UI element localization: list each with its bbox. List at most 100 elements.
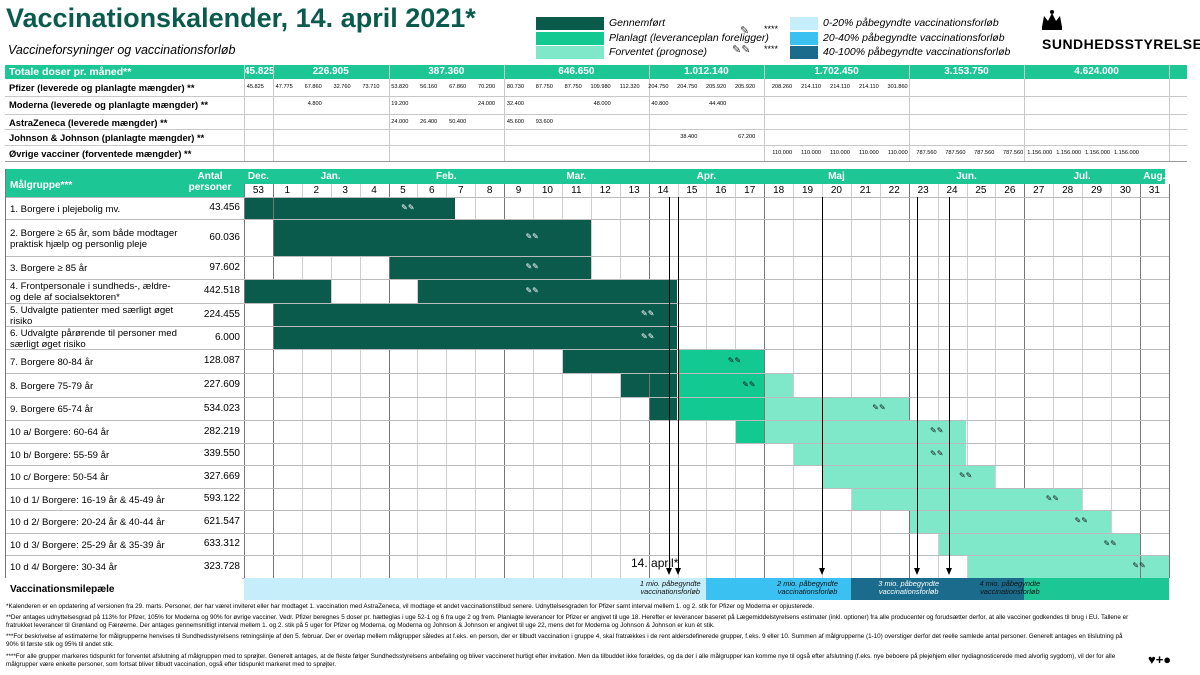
gantt-bar-done bbox=[245, 198, 273, 219]
arrow-head bbox=[914, 568, 921, 575]
grid-row-line bbox=[5, 420, 1169, 421]
week-label: 3 bbox=[342, 185, 348, 196]
syringe-icon: ✎✎ bbox=[641, 332, 655, 341]
syringe-icon: ✎✎ bbox=[401, 202, 415, 212]
syringe-icon: ✎✎ bbox=[1132, 561, 1146, 570]
legend-swatch-forecast bbox=[536, 46, 604, 59]
group-name-text: 10 d 2/ Borgere: 20-24 år & 40-44 år bbox=[10, 517, 165, 528]
supply-cell: 67.860 bbox=[304, 84, 322, 90]
legend-swatch-done bbox=[536, 17, 604, 30]
total-value: 387.360 bbox=[428, 66, 465, 77]
month-label: Jul. bbox=[1073, 171, 1091, 182]
month-label: Jun. bbox=[956, 171, 977, 182]
group-name-text: 10 d 3/ Borgere: 25-29 år & 35-39 år bbox=[10, 539, 165, 551]
week-label: 7 bbox=[457, 185, 464, 196]
legend-label-planned: Planlagt (leveranceplan foreligger) bbox=[609, 32, 769, 44]
grid-row-line bbox=[5, 349, 1169, 350]
total-value: 4.624.000 bbox=[1074, 66, 1119, 77]
supply-bottom-line bbox=[5, 161, 1187, 162]
supply-cell: 24.000 bbox=[477, 101, 496, 107]
gantt-bar-planned bbox=[678, 350, 765, 373]
group-name: 10 d 4/ Borgere: 30-34 år bbox=[10, 557, 180, 578]
supply-cell: 67.860 bbox=[449, 84, 467, 90]
grid-row-line bbox=[5, 279, 1169, 280]
grid-row-line bbox=[5, 555, 1169, 556]
group-name-text: 10 d 4/ Borgere: 30-34 år bbox=[10, 562, 118, 573]
week-label: 19 bbox=[801, 185, 814, 196]
arrow-head bbox=[946, 568, 953, 575]
supply-cell: 787.560 bbox=[945, 150, 966, 156]
gantt-bar-done bbox=[273, 198, 455, 219]
double-syringe-icon: ✎✎ bbox=[732, 44, 751, 56]
milestone-segment bbox=[706, 578, 851, 600]
grid-col-line bbox=[648, 184, 650, 578]
supply-cell: 214.110 bbox=[858, 84, 879, 90]
group-count: 442.518 bbox=[203, 285, 240, 296]
grid-col-line bbox=[1024, 184, 1026, 578]
week-label: 31 bbox=[1148, 185, 1160, 196]
syringe-icon: ✎✎ bbox=[525, 262, 539, 271]
syringe-icon: ✎✎ bbox=[727, 355, 742, 365]
grid-col-line bbox=[966, 184, 968, 578]
supply-cell: 40.800 bbox=[651, 101, 669, 107]
grid-col-line bbox=[533, 184, 534, 578]
group-count: 43.456 bbox=[209, 202, 240, 213]
milestone-label: 3 mio. påbegyndte vaccinationsforløb bbox=[878, 579, 940, 596]
grid-col-line bbox=[388, 184, 390, 578]
total-value: 1.012.140 bbox=[684, 66, 729, 77]
milestone-segment bbox=[1024, 578, 1169, 600]
supply-cell: 1.156.000 bbox=[1027, 150, 1053, 156]
supply-cell: 87.750 bbox=[564, 84, 582, 90]
week-label: 13 bbox=[628, 185, 640, 196]
supply-cell: 56.160 bbox=[420, 84, 438, 90]
group-name: 10 d 2/ Borgere: 20-24 år & 40-44 år bbox=[10, 512, 180, 533]
gantt-bar-planned bbox=[678, 374, 765, 397]
supply-row-label: Øvrige vacciner (forventede mængder) ** bbox=[9, 148, 192, 159]
supply-row-line bbox=[5, 145, 1187, 146]
supply-cell: 24.000 bbox=[391, 119, 409, 125]
group-name: 4. Frontpersonale i sundheds-, ældre- og… bbox=[10, 281, 180, 303]
group-count: 621.547 bbox=[203, 515, 240, 527]
group-count: 60.036 bbox=[209, 231, 240, 243]
week-label: 26 bbox=[1004, 185, 1016, 196]
week-label: 17 bbox=[744, 185, 756, 196]
legend-stars-2: **** bbox=[764, 44, 779, 54]
gantt-bar-done bbox=[273, 327, 678, 349]
syringe-icon: ✎✎ bbox=[1045, 493, 1060, 503]
week-label: 29 bbox=[1090, 185, 1103, 196]
group-name-text: 6. Udvalgte pårørende til personer med s… bbox=[10, 327, 177, 350]
total-value: 3.153.750 bbox=[944, 66, 989, 77]
group-count: 593.122 bbox=[203, 493, 240, 504]
grid-col-line bbox=[1111, 184, 1112, 578]
group-count: 323.728 bbox=[203, 560, 240, 572]
grid-col-line bbox=[1168, 184, 1170, 578]
milestones-label-cell bbox=[5, 578, 242, 600]
total-value: 1.702.450 bbox=[814, 66, 859, 77]
grid-col-line bbox=[908, 184, 910, 578]
supply-cell: 214.110 bbox=[801, 84, 821, 90]
week-label: 1 bbox=[284, 185, 291, 196]
month-label: Dec. bbox=[247, 171, 269, 182]
arrow-line bbox=[949, 197, 951, 568]
milestone-label: 4 mio. påbegyndte vaccinationsforløb bbox=[979, 579, 1041, 596]
week-label: 14 bbox=[657, 185, 669, 196]
week-label: 6 bbox=[429, 185, 435, 196]
crown-logo-icon bbox=[1042, 10, 1062, 30]
supply-cell: 73.710 bbox=[362, 84, 380, 90]
gantt-bar-forecast bbox=[765, 398, 909, 420]
supply-cell: 48.000 bbox=[593, 101, 611, 107]
supply-divider bbox=[504, 65, 506, 161]
supply-cell: 110.000 bbox=[887, 150, 908, 156]
supply-cell: 44.400 bbox=[709, 101, 727, 107]
logo-text: SUNDHEDSSTYRELSEN bbox=[1042, 36, 1200, 52]
grid-col-line bbox=[995, 184, 997, 578]
grid-row-line bbox=[5, 197, 1169, 198]
week-label: 24 bbox=[946, 185, 958, 196]
gantt-bar-done bbox=[418, 280, 678, 303]
supply-cell: 93.600 bbox=[535, 119, 553, 125]
grid-row-line bbox=[5, 443, 1169, 444]
gantt-bar-done bbox=[389, 257, 591, 279]
supply-cell: 45.825 bbox=[246, 84, 264, 90]
week-label: 15 bbox=[686, 185, 698, 196]
group-name-text: 9. Borgere 65-74 år bbox=[10, 404, 94, 415]
